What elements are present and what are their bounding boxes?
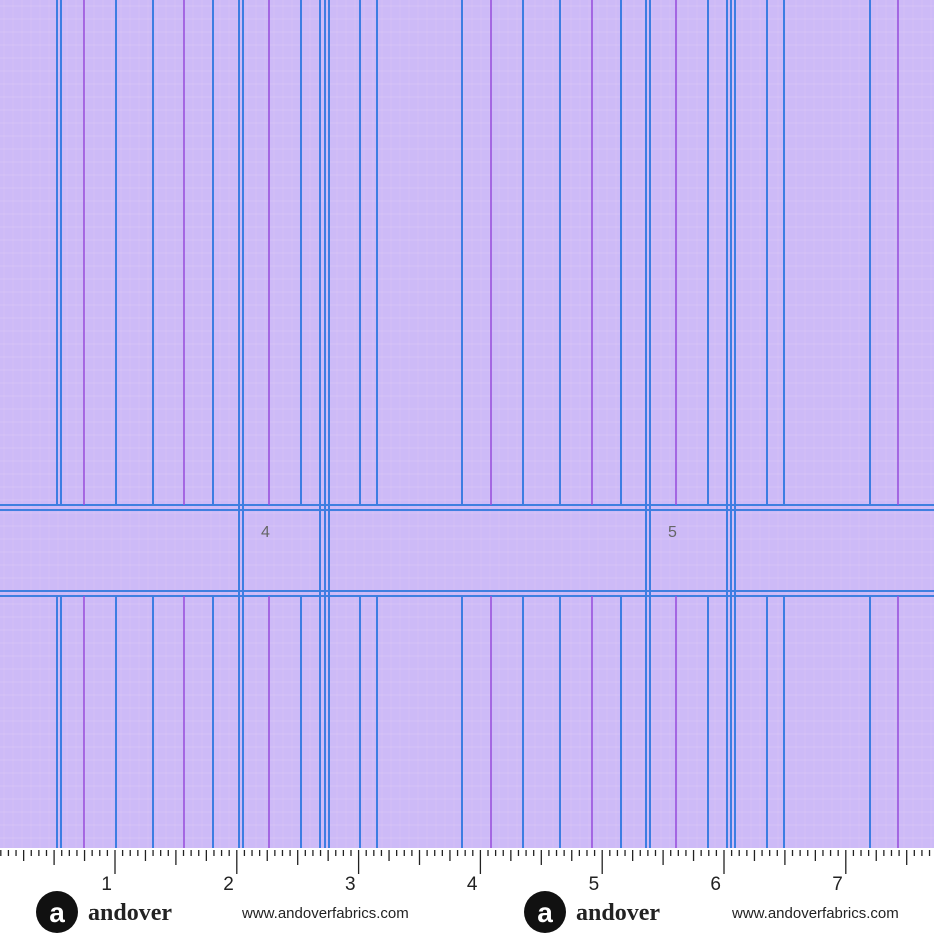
ruler-number: 6 — [710, 874, 721, 895]
brand-name: andover — [88, 900, 172, 926]
ruler-number: 2 — [223, 874, 234, 895]
ruler-number: 4 — [467, 874, 478, 895]
brand-name: andover — [576, 900, 660, 926]
ruler-number: 3 — [345, 874, 356, 895]
fabric-background — [0, 0, 934, 848]
logo: a — [524, 891, 566, 933]
fabric-label: 4 — [261, 524, 270, 541]
ruler: 1 2 3 4 5 6 7 — [0, 850, 931, 895]
fabric-label: 5 — [668, 524, 677, 541]
logo-glyph: a — [537, 897, 553, 928]
logo: a — [36, 891, 78, 933]
ruler-number: 1 — [101, 874, 112, 895]
fabric-pattern — [0, 0, 934, 848]
logo-circle — [36, 891, 78, 933]
ruler-number: 5 — [589, 874, 600, 895]
brand-url: www.andoverfabrics.com — [241, 905, 409, 922]
ruler-number: 7 — [832, 874, 843, 895]
brand-url: www.andoverfabrics.com — [731, 905, 899, 922]
logo-circle — [524, 891, 566, 933]
ruler-background — [0, 848, 934, 945]
logo-glyph: a — [49, 897, 65, 928]
